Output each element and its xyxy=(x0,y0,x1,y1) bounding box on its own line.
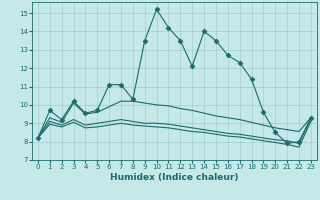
X-axis label: Humidex (Indice chaleur): Humidex (Indice chaleur) xyxy=(110,173,239,182)
